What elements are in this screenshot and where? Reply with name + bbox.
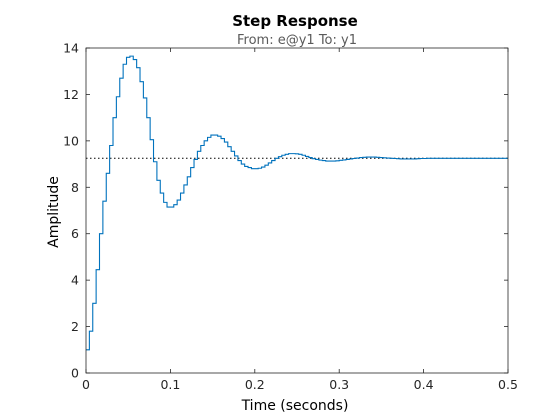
y-tick-label: 2 xyxy=(71,319,79,334)
y-tick-label: 14 xyxy=(63,41,79,56)
x-tick-label: 0.5 xyxy=(498,377,518,392)
x-tick-label: 0.2 xyxy=(245,377,265,392)
x-tick-label: 0.1 xyxy=(160,377,180,392)
chart-title: Step Response xyxy=(232,12,358,30)
y-axis: 0 2 4 6 8 10 12 14 xyxy=(63,41,508,381)
y-axis-label: Amplitude xyxy=(46,176,62,248)
y-tick-label: 10 xyxy=(63,133,79,148)
y-tick-label: 0 xyxy=(71,366,79,381)
x-tick-label: 0.4 xyxy=(414,377,434,392)
y-tick-label: 6 xyxy=(71,226,79,241)
plot-area-frame xyxy=(85,47,509,374)
response-series-line xyxy=(86,55,508,351)
y-tick-label: 12 xyxy=(63,87,79,102)
x-axis: 0 0.1 0.2 0.3 0.4 0.5 xyxy=(82,48,518,392)
y-tick-label: 8 xyxy=(71,180,79,195)
chart-subtitle: From: e@y1 To: y1 xyxy=(237,33,357,48)
x-tick-label: 0.3 xyxy=(329,377,349,392)
x-tick-label: 0 xyxy=(82,377,90,392)
x-axis-label: Time (seconds) xyxy=(241,398,349,414)
y-tick-label: 4 xyxy=(71,273,79,288)
